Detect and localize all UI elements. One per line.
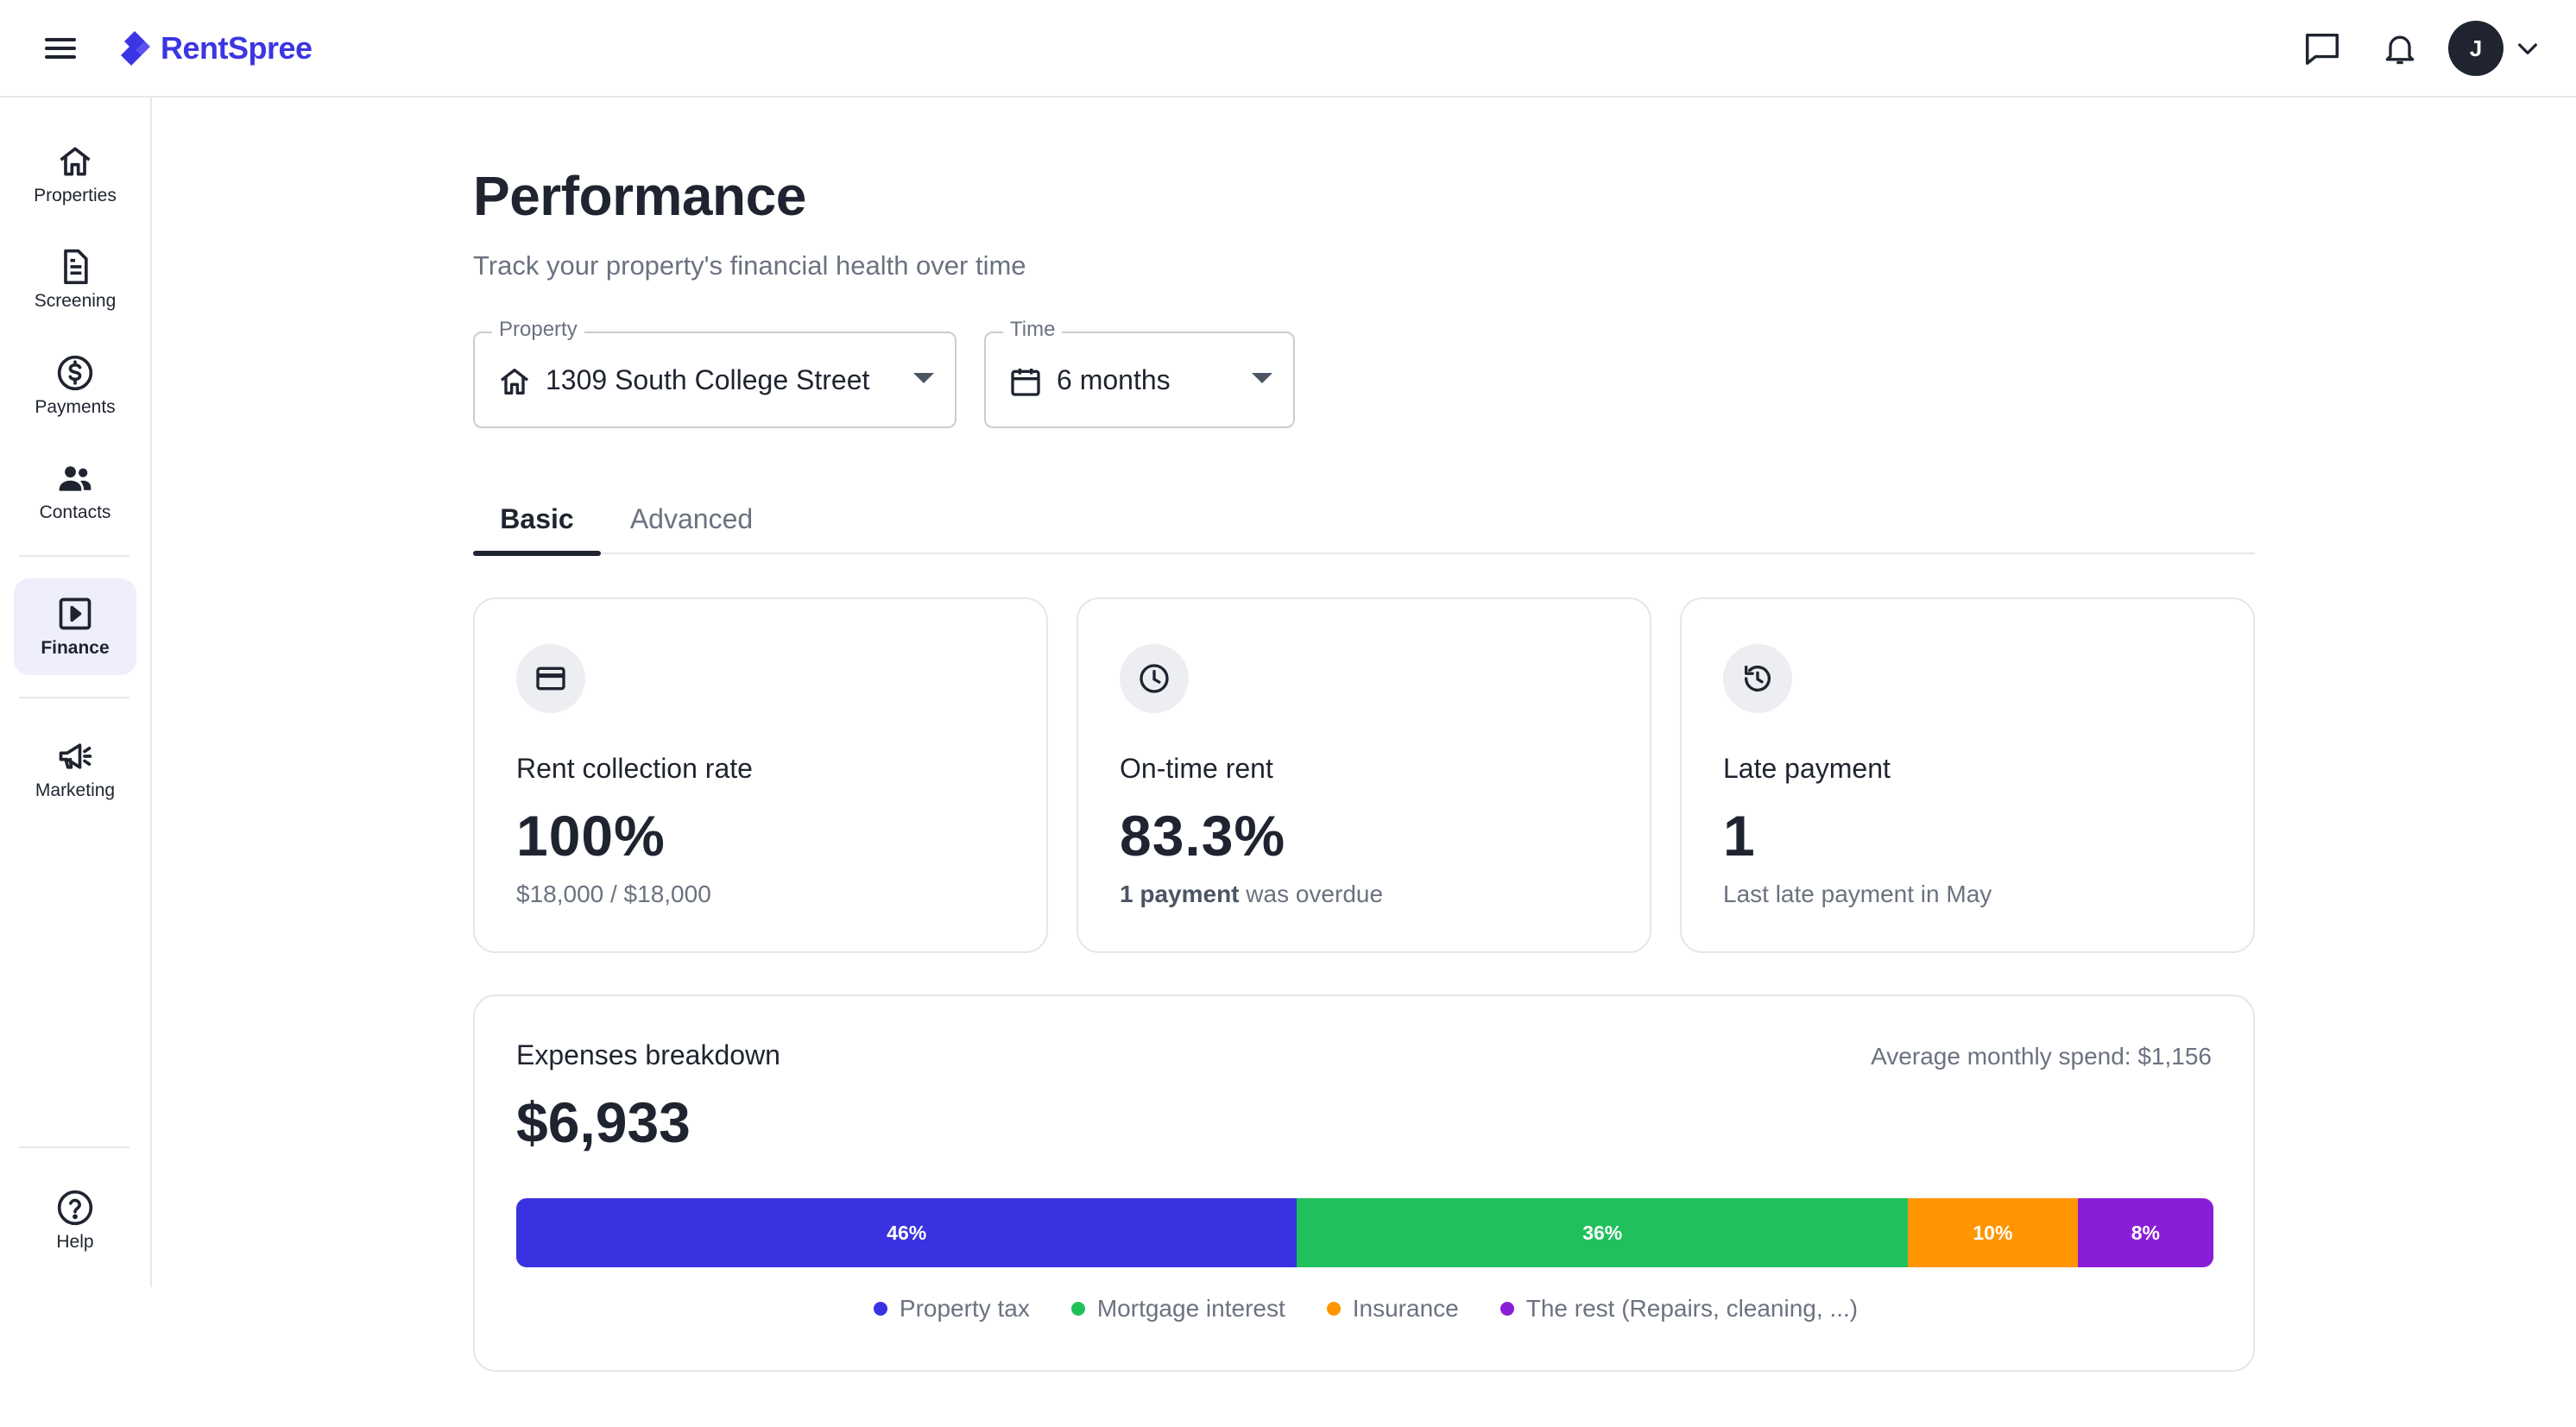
home-icon xyxy=(60,147,91,176)
sidebar-item-marketing[interactable]: Marketing xyxy=(14,721,136,818)
clock-icon xyxy=(1120,644,1189,713)
legend-label: Mortgage interest xyxy=(1096,1295,1285,1322)
sidebar-item-label: Properties xyxy=(34,186,117,205)
tab-advanced[interactable]: Advanced xyxy=(609,483,773,554)
people-icon xyxy=(59,466,92,491)
logo-text: RentSpree xyxy=(161,30,313,66)
time-select-value: 6 months xyxy=(1057,364,1171,395)
help-icon xyxy=(57,1190,93,1226)
logo-mark-icon xyxy=(121,31,150,66)
dollar-icon xyxy=(57,355,93,391)
time-select[interactable]: Time 6 months xyxy=(984,318,1295,428)
tab-bar: Basic Advanced xyxy=(473,483,2255,556)
bell-icon[interactable] xyxy=(2377,26,2422,71)
card-note-emphasis: 1 payment xyxy=(1120,881,1240,907)
chevron-down-icon[interactable] xyxy=(2514,35,2541,62)
expenses-legend: Property tax Mortgage interest Insurance Th… xyxy=(475,1295,2257,1323)
active-tab-indicator xyxy=(473,551,601,556)
expense-segment-label: 46% xyxy=(887,1221,927,1244)
sidebar-item-label: Screening xyxy=(34,291,117,311)
history-icon xyxy=(1723,644,1792,713)
menu-icon[interactable] xyxy=(43,33,81,64)
card-note-text: was overdue xyxy=(1246,881,1384,907)
legend-item: The rest (Repairs, cleaning, ...) xyxy=(1500,1295,1858,1323)
legend-item: Property tax xyxy=(873,1295,1030,1323)
expense-segment-4[interactable]: 8% xyxy=(2077,1198,2213,1267)
card-note: $18,000 / $18,000 xyxy=(516,881,711,907)
sidebar-item-screening[interactable]: Screening xyxy=(14,231,136,328)
top-header: RentSpree J xyxy=(0,0,2576,98)
chat-icon[interactable] xyxy=(2300,26,2345,71)
sidebar-item-properties[interactable]: Properties xyxy=(14,126,136,223)
tab-label: Basic xyxy=(500,502,574,534)
play-square-icon xyxy=(59,597,92,630)
card-title: On-time rent xyxy=(1120,753,1273,784)
property-select-value: 1309 South College Street xyxy=(546,364,870,395)
tab-label: Advanced xyxy=(629,502,754,534)
on-time-rent-card: On-time rent 83.3% 1 payment was overdue xyxy=(1076,597,1651,953)
megaphone-icon xyxy=(59,743,92,769)
card-note: 1 payment was overdue xyxy=(1120,881,1383,908)
tab-basic[interactable]: Basic xyxy=(473,483,601,556)
sidebar-item-label: Help xyxy=(56,1232,94,1252)
rentspree-logo[interactable]: RentSpree xyxy=(116,26,313,71)
credit-card-icon xyxy=(516,644,585,713)
expense-segment-label: 36% xyxy=(1582,1221,1623,1244)
legend-dot xyxy=(1500,1302,1514,1316)
page-title: Performance xyxy=(473,165,806,227)
caret-down-icon xyxy=(1252,373,1272,383)
sidebar-divider xyxy=(19,555,129,557)
average-monthly-spend: Average monthly spend: $1,156 xyxy=(1871,1043,2212,1070)
legend-label: Insurance xyxy=(1352,1295,1459,1322)
legend-dot xyxy=(873,1302,887,1316)
home-icon xyxy=(500,369,529,395)
expenses-total: $6,933 xyxy=(516,1090,691,1154)
card-value: 83.3% xyxy=(1120,804,1286,868)
legend-label: The rest (Repairs, cleaning, ...) xyxy=(1525,1295,1859,1322)
sidebar-item-label: Marketing xyxy=(35,780,116,800)
expenses-stacked-bar: 46% 36% 10% 8% xyxy=(516,1198,2213,1267)
expense-segment-1[interactable]: 46% xyxy=(516,1198,1297,1267)
sidebar: Properties Screening Payments Contacts F… xyxy=(0,98,152,1287)
sidebar-divider xyxy=(19,1146,129,1148)
card-title: Late payment xyxy=(1723,753,1891,784)
card-title: Rent collection rate xyxy=(516,753,753,784)
sidebar-item-payments[interactable]: Payments xyxy=(14,338,136,434)
expenses-breakdown-card: Expenses breakdown Average monthly spend… xyxy=(473,994,2255,1372)
legend-dot xyxy=(1070,1302,1085,1316)
time-select-label: Time xyxy=(1003,318,1063,342)
rent-collection-card: Rent collection rate 100% $18,000 / $18,… xyxy=(473,597,1048,953)
card-value: 1 xyxy=(1723,804,1756,868)
property-select-label: Property xyxy=(492,318,584,342)
legend-label: Property tax xyxy=(899,1295,1030,1322)
legend-item: Mortgage interest xyxy=(1070,1295,1285,1323)
expense-segment-3[interactable]: 10% xyxy=(1908,1198,2078,1267)
expenses-title: Expenses breakdown xyxy=(516,1039,780,1070)
expense-segment-2[interactable]: 36% xyxy=(1297,1198,1909,1267)
card-value: 100% xyxy=(516,804,666,868)
property-select[interactable]: Property 1309 South College Street xyxy=(473,318,957,428)
document-icon xyxy=(64,249,88,285)
sidebar-item-label: Payments xyxy=(35,397,116,417)
sidebar-item-help[interactable]: Help xyxy=(14,1172,136,1269)
late-payment-card: Late payment 1 Last late payment in May xyxy=(1680,597,2255,953)
sidebar-item-label: Contacts xyxy=(39,502,111,522)
sidebar-item-finance[interactable]: Finance xyxy=(14,578,136,675)
page-subtitle: Track your property's financial health o… xyxy=(473,250,1026,281)
card-note: Last late payment in May xyxy=(1723,881,1992,907)
expense-segment-label: 8% xyxy=(2131,1221,2160,1244)
caret-down-icon xyxy=(913,373,934,383)
avatar[interactable]: J xyxy=(2448,21,2503,76)
sidebar-item-contacts[interactable]: Contacts xyxy=(14,443,136,540)
legend-item: Insurance xyxy=(1326,1295,1459,1323)
sidebar-item-label: Finance xyxy=(41,638,110,658)
calendar-icon xyxy=(1011,369,1040,396)
expense-segment-label: 10% xyxy=(1973,1221,2013,1244)
legend-dot xyxy=(1326,1302,1341,1316)
sidebar-divider xyxy=(19,697,129,698)
